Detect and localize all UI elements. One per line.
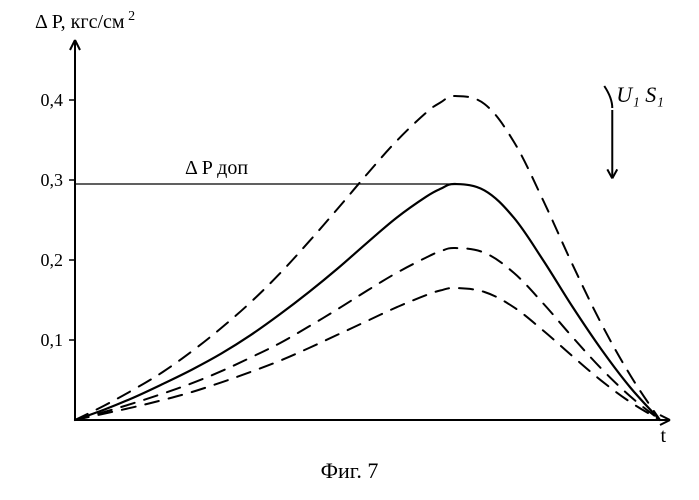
y-tick-label-3: 0,4 <box>41 90 64 110</box>
chart-container: 0,1 0,2 0,3 0,4 Δ P, кгс/см 2 t Δ P доп U₁ S₁ Фи… <box>0 0 699 500</box>
x-axis-label: t <box>660 425 666 447</box>
y-axis-label: Δ P, кгс/см 2 <box>35 9 135 33</box>
chart-background <box>0 0 699 500</box>
pointer-label: U₁ S₁ <box>616 82 664 107</box>
y-tick-label-2: 0,3 <box>41 170 64 190</box>
threshold-label: Δ P доп <box>185 157 248 179</box>
y-tick-label-1: 0,2 <box>41 250 64 270</box>
figure-caption: Фиг. 7 <box>321 458 379 483</box>
y-tick-label-0: 0,1 <box>41 330 64 350</box>
pressure-curve-chart: 0,1 0,2 0,3 0,4 Δ P, кгс/см 2 t Δ P доп U₁ S₁ Фи… <box>0 0 699 500</box>
